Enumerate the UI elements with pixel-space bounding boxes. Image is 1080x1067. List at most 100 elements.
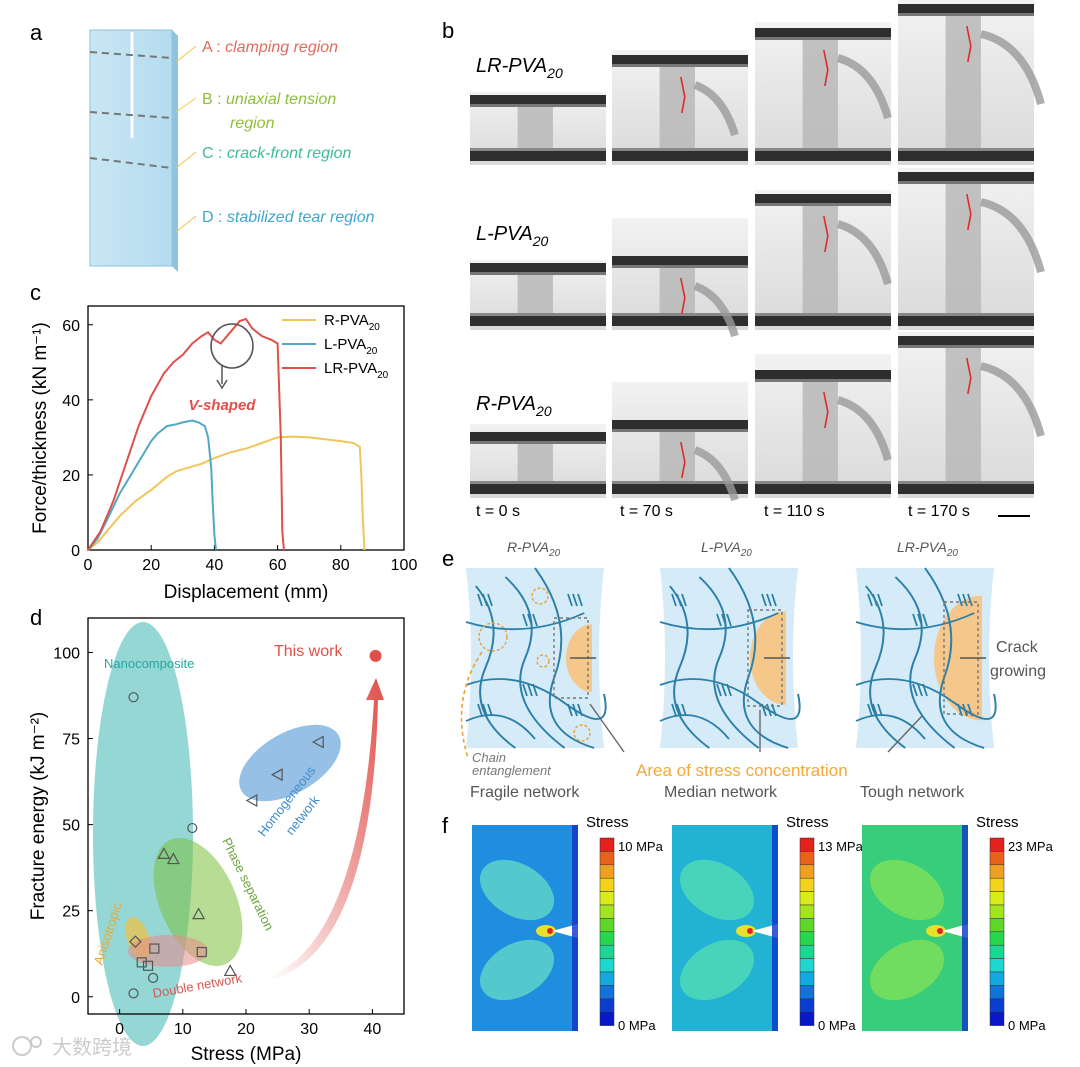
photo-r3-c1 [470, 424, 606, 498]
network-title-3: LR-PVA20 [897, 539, 958, 559]
time-label-1: t = 0 s [476, 503, 520, 520]
panel-label-e: e [442, 546, 454, 571]
polymer-chain [534, 567, 595, 749]
colorbar-max-3: 23 MPa [1008, 839, 1054, 854]
network-background [660, 568, 798, 748]
row-label-1: LR-PVA20 [476, 55, 563, 81]
crystallite [577, 593, 583, 607]
chart-d-xlabel: Stress (MPa) [191, 1044, 302, 1065]
chart-d-xtick-label: 20 [237, 1021, 255, 1038]
stress-map-body [672, 825, 778, 1031]
polymer-chain [659, 612, 779, 631]
crack-line [680, 441, 686, 479]
point-nanocomposite [147, 972, 159, 983]
point-homogeneous-network [270, 768, 283, 782]
entanglement-circle [531, 587, 549, 605]
crystallite [726, 613, 732, 627]
network-caption-3: Tough network [860, 784, 965, 801]
chart-c-force-displacement: 0 20 40 60 80 100 0 20 40 60 Displacement (mm) Forc… [30, 305, 417, 603]
crystallite [922, 613, 928, 627]
chart-d-ytick-label: 75 [62, 732, 80, 749]
legend-label-lr-pva: LR-PVA20 [324, 360, 389, 381]
colorbar-title-1: Stress [586, 814, 629, 831]
chain-label-2: entanglement [472, 763, 552, 778]
crystallite [477, 703, 483, 717]
colorbar-title-3: Stress [976, 814, 1019, 831]
polymer-chain [865, 585, 906, 749]
polymer-chain [855, 612, 975, 631]
chart-d-xtick-label: 40 [364, 1021, 382, 1038]
crystallite [527, 683, 533, 697]
colorbar-cell [799, 904, 815, 919]
stress-map-1: Stress 10 MPa 0 MPa [472, 814, 664, 1033]
chart-d-ytick-label: 0 [71, 990, 80, 1007]
colorbar-min-1: 0 MPa [618, 1018, 656, 1033]
chart-d-ytick-label: 100 [53, 645, 80, 662]
colorbar-cell [989, 998, 1005, 1013]
colorbar-cell [799, 971, 815, 986]
crystallite [572, 593, 578, 607]
photo-r1-c2 [612, 50, 748, 165]
region-label-b-line2: region [230, 115, 275, 132]
photo-r2-c2 [612, 218, 748, 338]
polymer-chain [924, 567, 985, 749]
colorbar-cell [799, 1011, 815, 1026]
colorbar-max-1: 10 MPa [618, 839, 664, 854]
crystallite [716, 683, 722, 697]
polymer-chain [465, 714, 536, 740]
point-anisotropic [129, 935, 142, 949]
photo-r3-c2 [612, 382, 748, 502]
colorbar-cell [599, 958, 615, 973]
crack-line [966, 357, 972, 395]
polymer-chain [465, 612, 585, 631]
crystallite [681, 703, 687, 717]
point-nanocomposite [128, 692, 139, 703]
colorbar-max-2: 13 MPa [818, 839, 864, 854]
colorbar-cell [599, 837, 615, 852]
colorbar-cell [599, 864, 615, 879]
network-caption-2: Median network [664, 784, 778, 801]
network-title-2: L-PVA20 [701, 539, 752, 559]
chart-c-xtick-label: 80 [332, 557, 350, 574]
region-label-c: C : crack-front region [202, 145, 351, 162]
crystallite [912, 683, 918, 697]
stress-lobe [680, 939, 754, 1001]
network-3: LR-PVA20 Tough network [855, 539, 997, 801]
region-double-network [128, 935, 208, 967]
photo-r3-c3 [755, 354, 892, 498]
colorbar-cell [599, 998, 615, 1013]
pointer-1 [589, 703, 625, 753]
colorbar-cell [599, 931, 615, 946]
stress-map-2: Stress 13 MPa 0 MPa [672, 814, 864, 1033]
point-double-network [196, 946, 207, 958]
crystallite [676, 703, 682, 717]
crystallite [967, 593, 973, 607]
crystallite [917, 683, 923, 697]
panel-label-a: a [30, 20, 43, 45]
colorbar-cell [799, 864, 815, 879]
v-shape-circle [210, 323, 254, 369]
colorbar-cell [799, 944, 815, 959]
photo-r2-c1 [470, 260, 606, 330]
row-label-2: L-PVA20 [476, 223, 548, 249]
crystallite [487, 703, 493, 717]
network-schematics: R-PVA20 Fragile network L-PVA20 Median netw… [460, 539, 1046, 801]
crack-line [823, 391, 829, 429]
network-1: R-PVA20 Fragile network [465, 539, 607, 801]
colorbar-cell [799, 851, 815, 866]
time-labels: t = 0 s t = 70 s t = 110 s t = 170 s [476, 503, 970, 520]
crystallite [957, 593, 963, 607]
v-shape-arrowhead [216, 379, 228, 390]
colorbar-cell [989, 1011, 1005, 1026]
colorbar-cell [599, 851, 615, 866]
specimen-schematic [89, 29, 197, 272]
panel-label-b: b [442, 18, 454, 43]
colorbar-cell [799, 877, 815, 892]
stress-lobe [480, 939, 554, 1001]
row-label-3: R-PVA20 [476, 393, 552, 419]
time-label-2: t = 70 s [620, 503, 673, 520]
colorbar-cell [599, 877, 615, 892]
chart-d-xtick-label: 30 [300, 1021, 318, 1038]
panel-label-f: f [442, 813, 449, 838]
